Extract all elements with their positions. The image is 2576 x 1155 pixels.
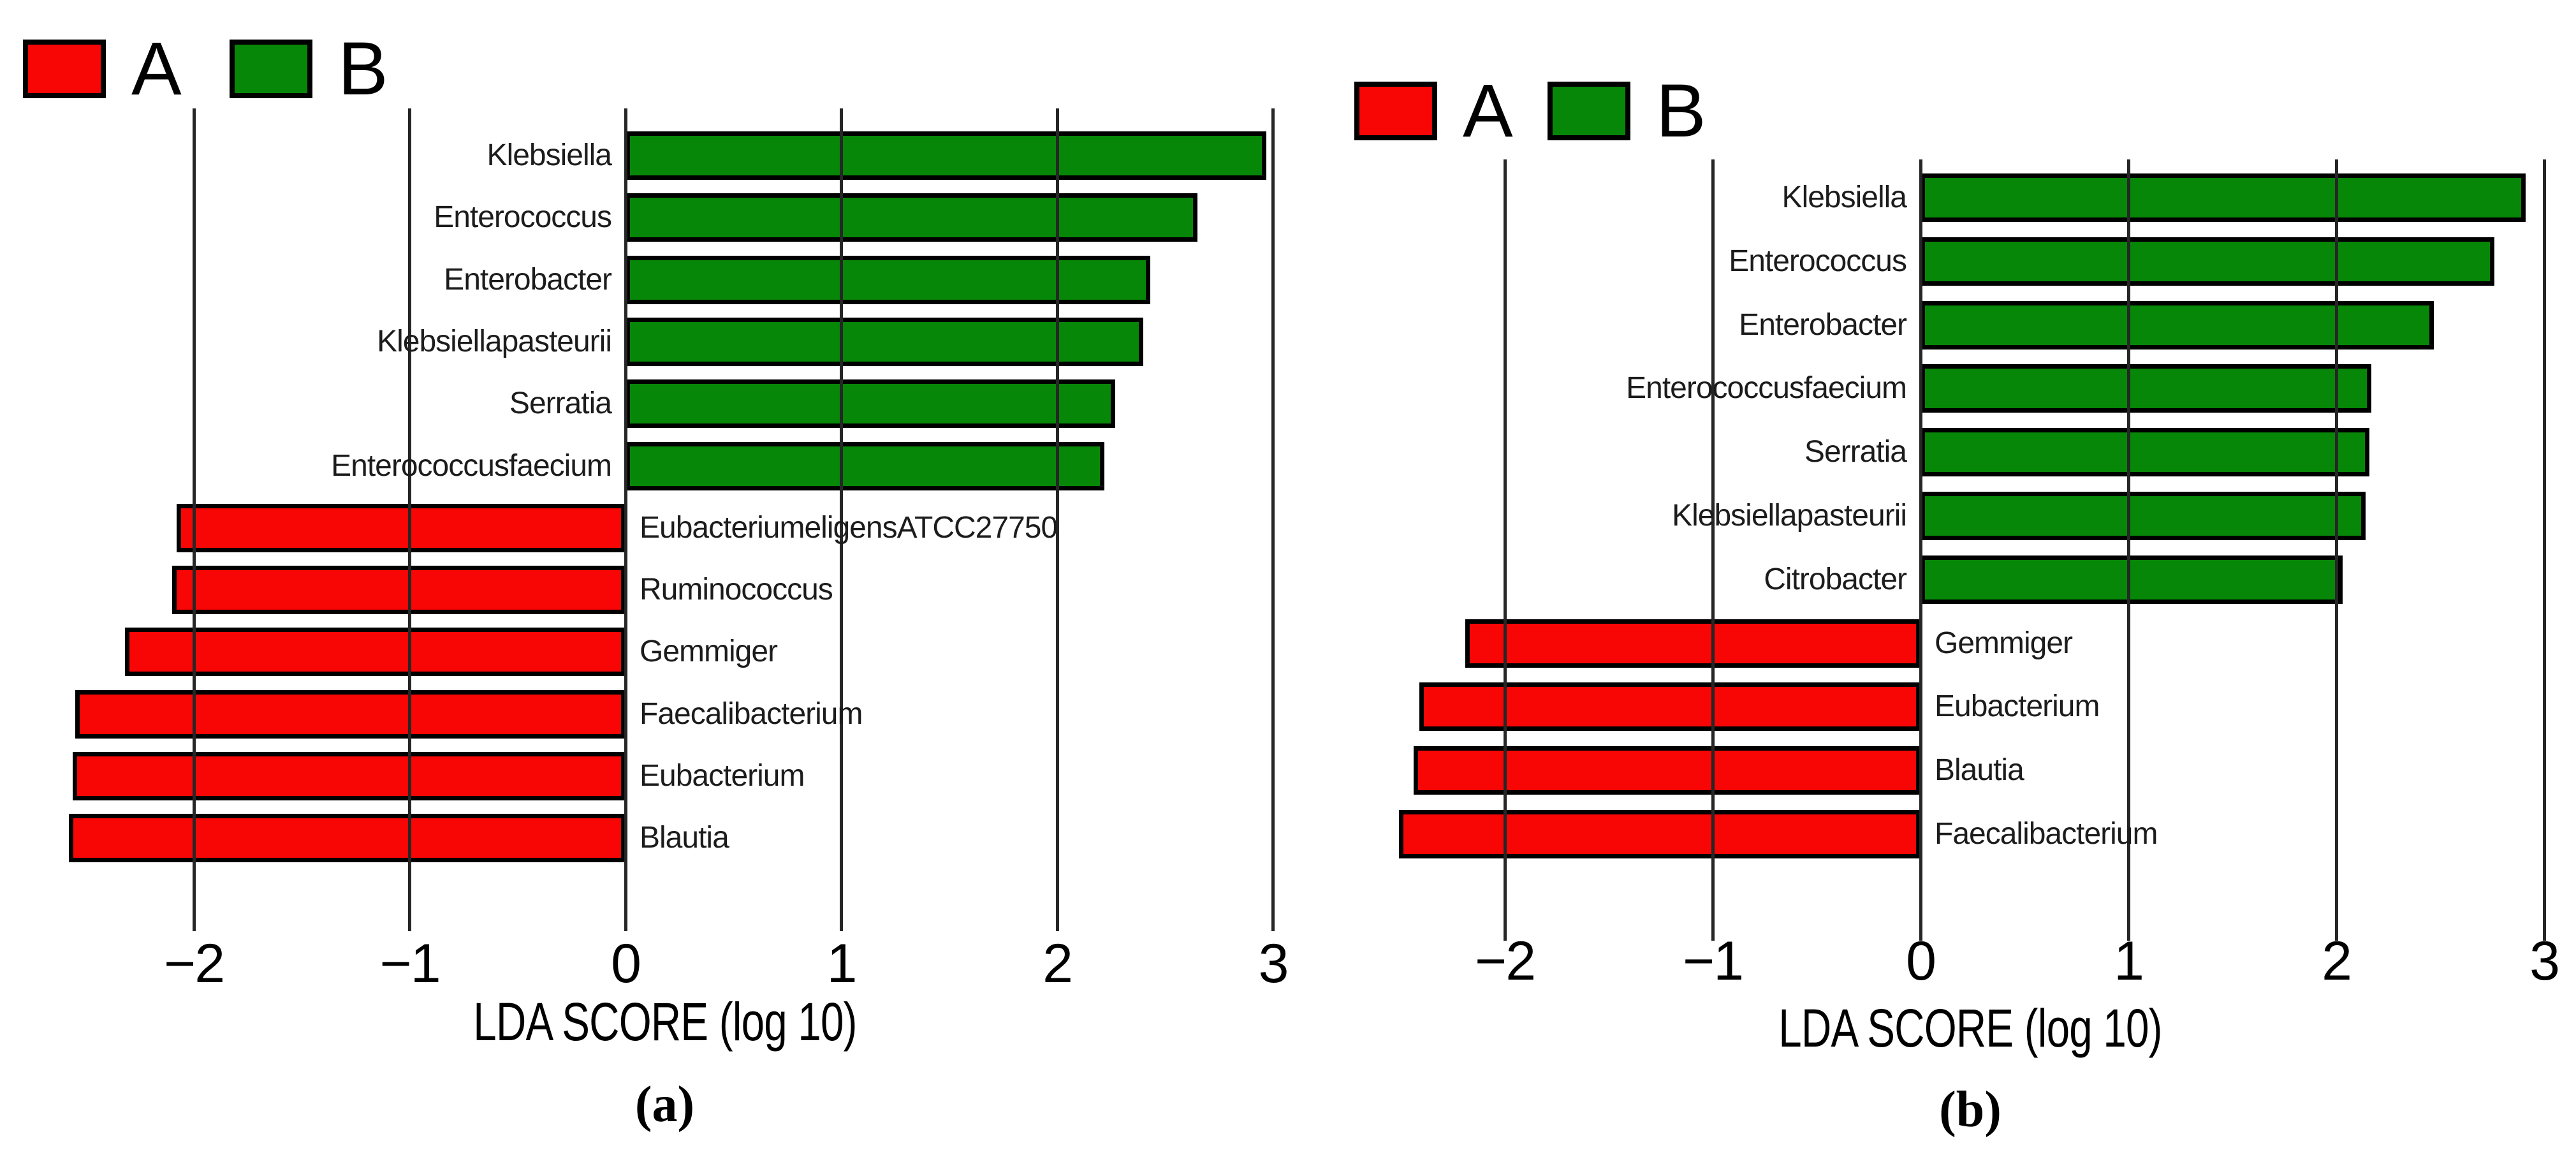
x-tick-label: 2 <box>1043 933 1073 994</box>
bar <box>172 566 626 615</box>
bar <box>73 752 626 800</box>
bar-label: Enterobacter <box>444 262 612 297</box>
bar <box>1465 619 1921 668</box>
legend-item: B <box>1548 69 1706 153</box>
bar-label: Faecalibacterium <box>640 696 863 731</box>
bar <box>626 441 1105 490</box>
bar-label: Enterococcus <box>1729 244 1907 278</box>
bar <box>1921 237 2494 286</box>
bar <box>124 628 626 677</box>
bar-label: Blautia <box>640 821 729 855</box>
bar-label: Faecalibacterium <box>1935 817 2158 851</box>
bar <box>1921 492 2366 540</box>
x-tick-label: 1 <box>826 933 858 994</box>
bar-label: Ruminococcus <box>640 573 833 607</box>
legend-item-label: B <box>338 27 388 111</box>
legend-swatch <box>1354 82 1437 140</box>
bar-label: Eubacterium <box>1935 689 2100 724</box>
bar-label: Klebsiellapasteurii <box>377 324 612 358</box>
gridline <box>1503 159 1507 941</box>
bar <box>1921 173 2526 222</box>
bar <box>1921 428 2370 477</box>
bar-label: Gemmiger <box>1935 626 2073 660</box>
bar-label: Klebsiella <box>1782 180 1907 214</box>
x-axis-title: LDA SCORE (log 10) <box>472 992 857 1052</box>
bar-label: Serratia <box>1804 435 1907 469</box>
x-tick-label: −2 <box>163 933 225 994</box>
bar-label: Eubacterium <box>640 759 805 793</box>
bar <box>1398 810 1921 858</box>
bar-label: Blautia <box>1935 753 2024 788</box>
gridline <box>1919 159 1922 941</box>
gridline <box>1711 159 1715 941</box>
legend-item-label: B <box>1656 69 1706 153</box>
x-tick-label: −1 <box>1682 931 1744 992</box>
bar <box>75 689 626 739</box>
bar-label: EubacteriumeligensATCC27750 <box>640 510 1058 545</box>
x-axis-title: LDA SCORE (log 10) <box>1778 998 2162 1058</box>
legend-item-label: A <box>131 27 182 111</box>
bar <box>1921 364 2372 413</box>
gridline <box>192 108 196 931</box>
bar-label: Enterococcusfaecium <box>331 448 612 483</box>
bar <box>626 379 1116 429</box>
bar <box>1419 682 1921 732</box>
gridline <box>2126 159 2130 941</box>
legend-swatch <box>1548 82 1630 140</box>
gridline <box>624 108 627 931</box>
bar <box>1921 300 2434 349</box>
legend-item: A <box>23 27 182 111</box>
subfigure-caption: (a) <box>634 1077 695 1133</box>
bar-label: Enterobacter <box>1739 307 1907 342</box>
x-tick-label: 0 <box>611 933 641 994</box>
bar <box>626 255 1150 304</box>
bar <box>626 317 1144 366</box>
x-tick-label: −1 <box>379 933 441 994</box>
bar <box>68 814 626 863</box>
x-tick-label: −2 <box>1474 931 1536 992</box>
bar-label: Enterococcus <box>434 200 612 235</box>
gridline <box>1271 108 1275 931</box>
x-tick-label: 1 <box>2114 931 2144 992</box>
gridline <box>2334 159 2338 941</box>
legend-swatch <box>230 40 312 98</box>
legend-item-label: A <box>1463 69 1513 153</box>
gridline <box>1055 108 1059 931</box>
bar-label: Serratia <box>509 386 612 421</box>
x-tick-label: 3 <box>2529 931 2560 992</box>
bar <box>1921 555 2343 604</box>
x-tick-label: 2 <box>2322 931 2352 992</box>
legend-item: A <box>1354 69 1513 153</box>
x-tick-label: 0 <box>1906 931 1936 992</box>
bar <box>1413 746 1921 795</box>
gridline <box>840 108 843 931</box>
legend-item: B <box>230 27 388 111</box>
gridline <box>408 108 411 931</box>
bar <box>176 503 626 552</box>
bar-label: Enterococcusfaecium <box>1626 371 1907 406</box>
legend-swatch <box>23 40 106 98</box>
bar <box>626 131 1267 180</box>
bar <box>626 193 1198 242</box>
x-tick-label: 3 <box>1258 933 1289 994</box>
subfigure-caption: (b) <box>1939 1082 2002 1138</box>
gridline <box>2542 159 2546 941</box>
bar-label: Gemmiger <box>640 635 778 669</box>
bar-label: Klebsiella <box>487 138 612 172</box>
bar-label: Citrobacter <box>1764 562 1907 596</box>
bar-label: Klebsiellapasteurii <box>1672 499 1907 533</box>
